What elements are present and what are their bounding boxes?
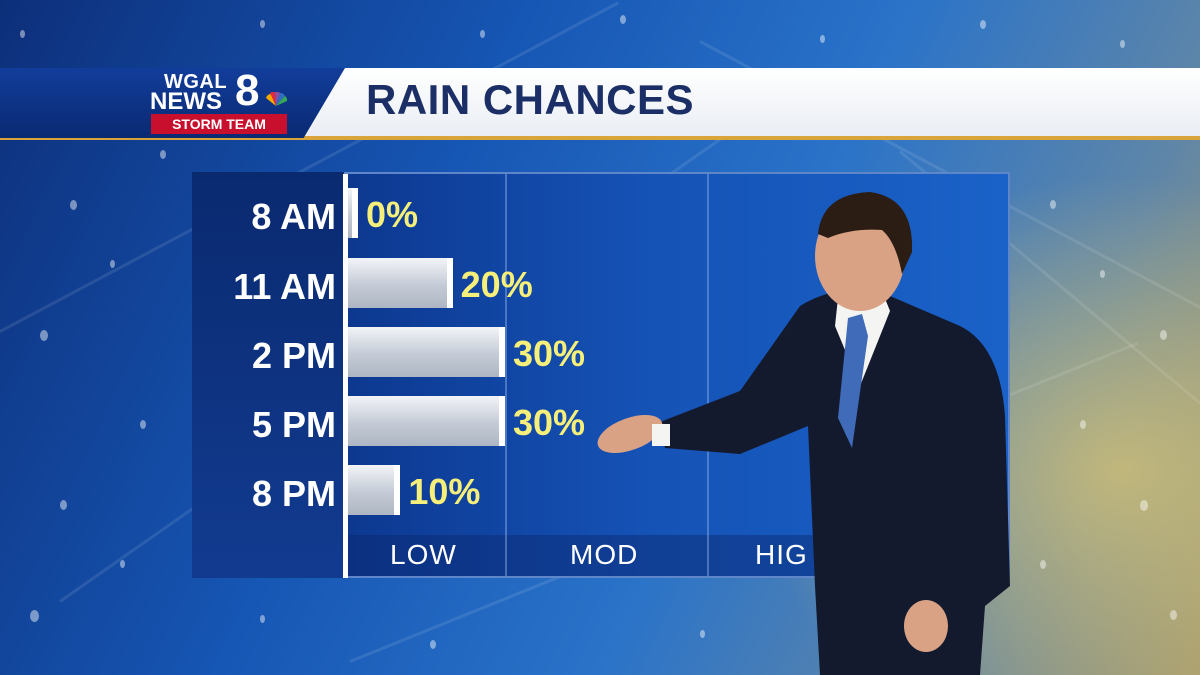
category-label: 8 PM xyxy=(251,473,336,514)
bar-cap xyxy=(446,258,453,308)
bar xyxy=(348,465,401,515)
rain-drop xyxy=(1040,560,1046,569)
rain-drop xyxy=(260,615,265,623)
rain-drop xyxy=(820,35,825,43)
page-title: RAIN CHANCES xyxy=(366,76,695,123)
rain-drop xyxy=(140,420,146,429)
rain-drop xyxy=(110,260,115,268)
rain-drop xyxy=(160,150,166,159)
rain-drop xyxy=(30,610,39,622)
rain-drop xyxy=(60,500,67,510)
data-label: 30% xyxy=(513,402,586,443)
rain-drop xyxy=(120,560,125,568)
meteorologist-presenter xyxy=(597,192,1010,675)
category-label-column xyxy=(192,172,344,578)
bar-cap xyxy=(499,327,505,377)
station-news-text: NEWS xyxy=(150,88,222,115)
grid-line xyxy=(707,174,709,576)
station-call-letters: WGAL xyxy=(164,71,228,93)
rain-drop xyxy=(480,30,485,38)
rain-drop xyxy=(1100,270,1105,278)
rain-drop xyxy=(1160,330,1167,340)
grid-line xyxy=(505,174,507,576)
rain-drop xyxy=(1050,200,1056,209)
rain-drop xyxy=(1140,500,1148,511)
peacock-icon xyxy=(266,92,288,106)
rain-drop xyxy=(700,630,705,638)
bar xyxy=(348,188,358,238)
bar-cap xyxy=(352,188,358,238)
level-label: MOD xyxy=(570,539,639,570)
rain-drop xyxy=(20,30,25,38)
rain-drop xyxy=(40,330,48,341)
bar xyxy=(348,327,505,377)
category-label: 5 PM xyxy=(251,404,336,445)
rain-drop xyxy=(1120,40,1125,48)
rain-drop xyxy=(260,20,265,28)
level-label: HIG xyxy=(755,539,808,570)
y-axis-line xyxy=(343,174,348,578)
category-label: 2 PM xyxy=(251,335,336,376)
rain-drop xyxy=(430,640,436,649)
bar xyxy=(348,258,453,308)
bar-cap xyxy=(394,465,401,515)
station-channel-number: 8 xyxy=(235,66,260,115)
category-label: 11 AM xyxy=(233,266,336,307)
storm-team-badge: STORM TEAM xyxy=(151,114,287,134)
data-label: 20% xyxy=(460,264,533,305)
rain-drop xyxy=(620,15,626,24)
level-label: LOW xyxy=(390,539,457,570)
header-accent-line xyxy=(0,136,1200,140)
bar xyxy=(348,396,505,446)
rain-drop xyxy=(1080,420,1086,429)
rain-drop xyxy=(1170,610,1177,620)
data-label: 10% xyxy=(408,471,481,512)
bar-cap xyxy=(499,396,505,446)
rain-drop xyxy=(980,20,986,29)
rain-drop xyxy=(70,200,77,210)
data-label: 0% xyxy=(366,194,419,235)
category-label: 8 AM xyxy=(251,196,336,237)
data-label: 30% xyxy=(513,333,586,374)
